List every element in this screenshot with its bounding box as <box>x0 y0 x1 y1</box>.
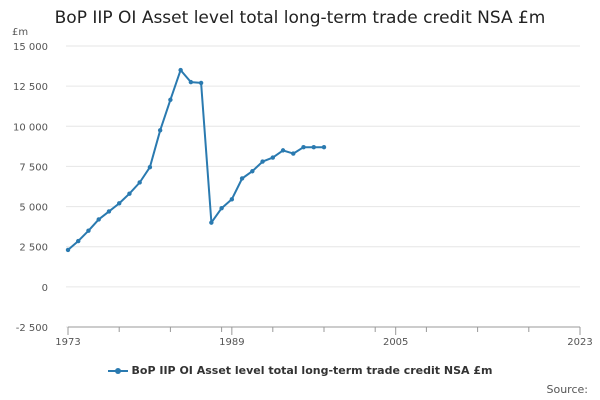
data-point[interactable] <box>260 159 265 164</box>
data-point[interactable] <box>209 220 214 225</box>
data-point[interactable] <box>147 165 153 170</box>
data-point[interactable] <box>127 191 132 196</box>
data-point[interactable] <box>229 197 235 202</box>
y-tick-label: 5 000 <box>19 203 48 214</box>
y-tick-label: 12 500 <box>13 82 48 93</box>
legend-swatch <box>107 366 128 376</box>
data-point[interactable] <box>291 151 296 156</box>
data-point[interactable] <box>96 217 101 222</box>
data-point[interactable] <box>250 169 255 174</box>
data-point[interactable] <box>270 155 275 160</box>
legend[interactable]: BoP IIP OI Asset level total long-term t… <box>0 364 600 377</box>
y-tick-label: 7 500 <box>19 162 48 173</box>
x-tick-label: 1973 <box>55 337 80 348</box>
data-point[interactable] <box>106 209 112 214</box>
data-point[interactable] <box>65 247 71 253</box>
data-point[interactable] <box>311 144 316 150</box>
source-label: Source: <box>546 383 589 396</box>
data-point[interactable] <box>168 97 173 102</box>
x-tick-label: 2023 <box>567 337 592 348</box>
axes <box>67 326 581 335</box>
y-tick-label: 0 <box>42 283 48 294</box>
x-tick-label: 2005 <box>383 337 408 348</box>
y-tick-label: 10 000 <box>13 122 48 133</box>
data-point[interactable] <box>157 128 163 133</box>
y-tick-label: -2 500 <box>16 323 48 334</box>
y-axis-unit: £m <box>12 27 28 38</box>
x-tick-label: 1989 <box>219 337 244 348</box>
data-point[interactable] <box>239 176 245 181</box>
chart-title: BoP IIP OI Asset level total long-term t… <box>54 8 546 28</box>
y-tick-label: 15 000 <box>13 42 48 53</box>
data-point[interactable] <box>86 228 91 233</box>
data-point[interactable] <box>198 80 204 86</box>
legend-label: BoP IIP OI Asset level total long-term t… <box>131 364 493 377</box>
data-point[interactable] <box>188 79 194 85</box>
data-point[interactable] <box>219 205 224 211</box>
data-point[interactable] <box>301 144 306 150</box>
data-point[interactable] <box>321 144 327 150</box>
data-point[interactable] <box>178 67 183 73</box>
grid-lines <box>66 45 580 328</box>
data-point[interactable] <box>117 201 122 206</box>
data-point[interactable] <box>137 180 142 185</box>
data-point[interactable] <box>280 148 286 153</box>
series-layer <box>65 67 327 253</box>
tick-labels: -2 500 0 2 500 5 000 7 500 10 000 12 500 15 000… <box>12 27 593 348</box>
data-point[interactable] <box>76 238 81 244</box>
series-line[interactable] <box>67 69 324 251</box>
y-tick-label: 2 500 <box>19 243 48 254</box>
